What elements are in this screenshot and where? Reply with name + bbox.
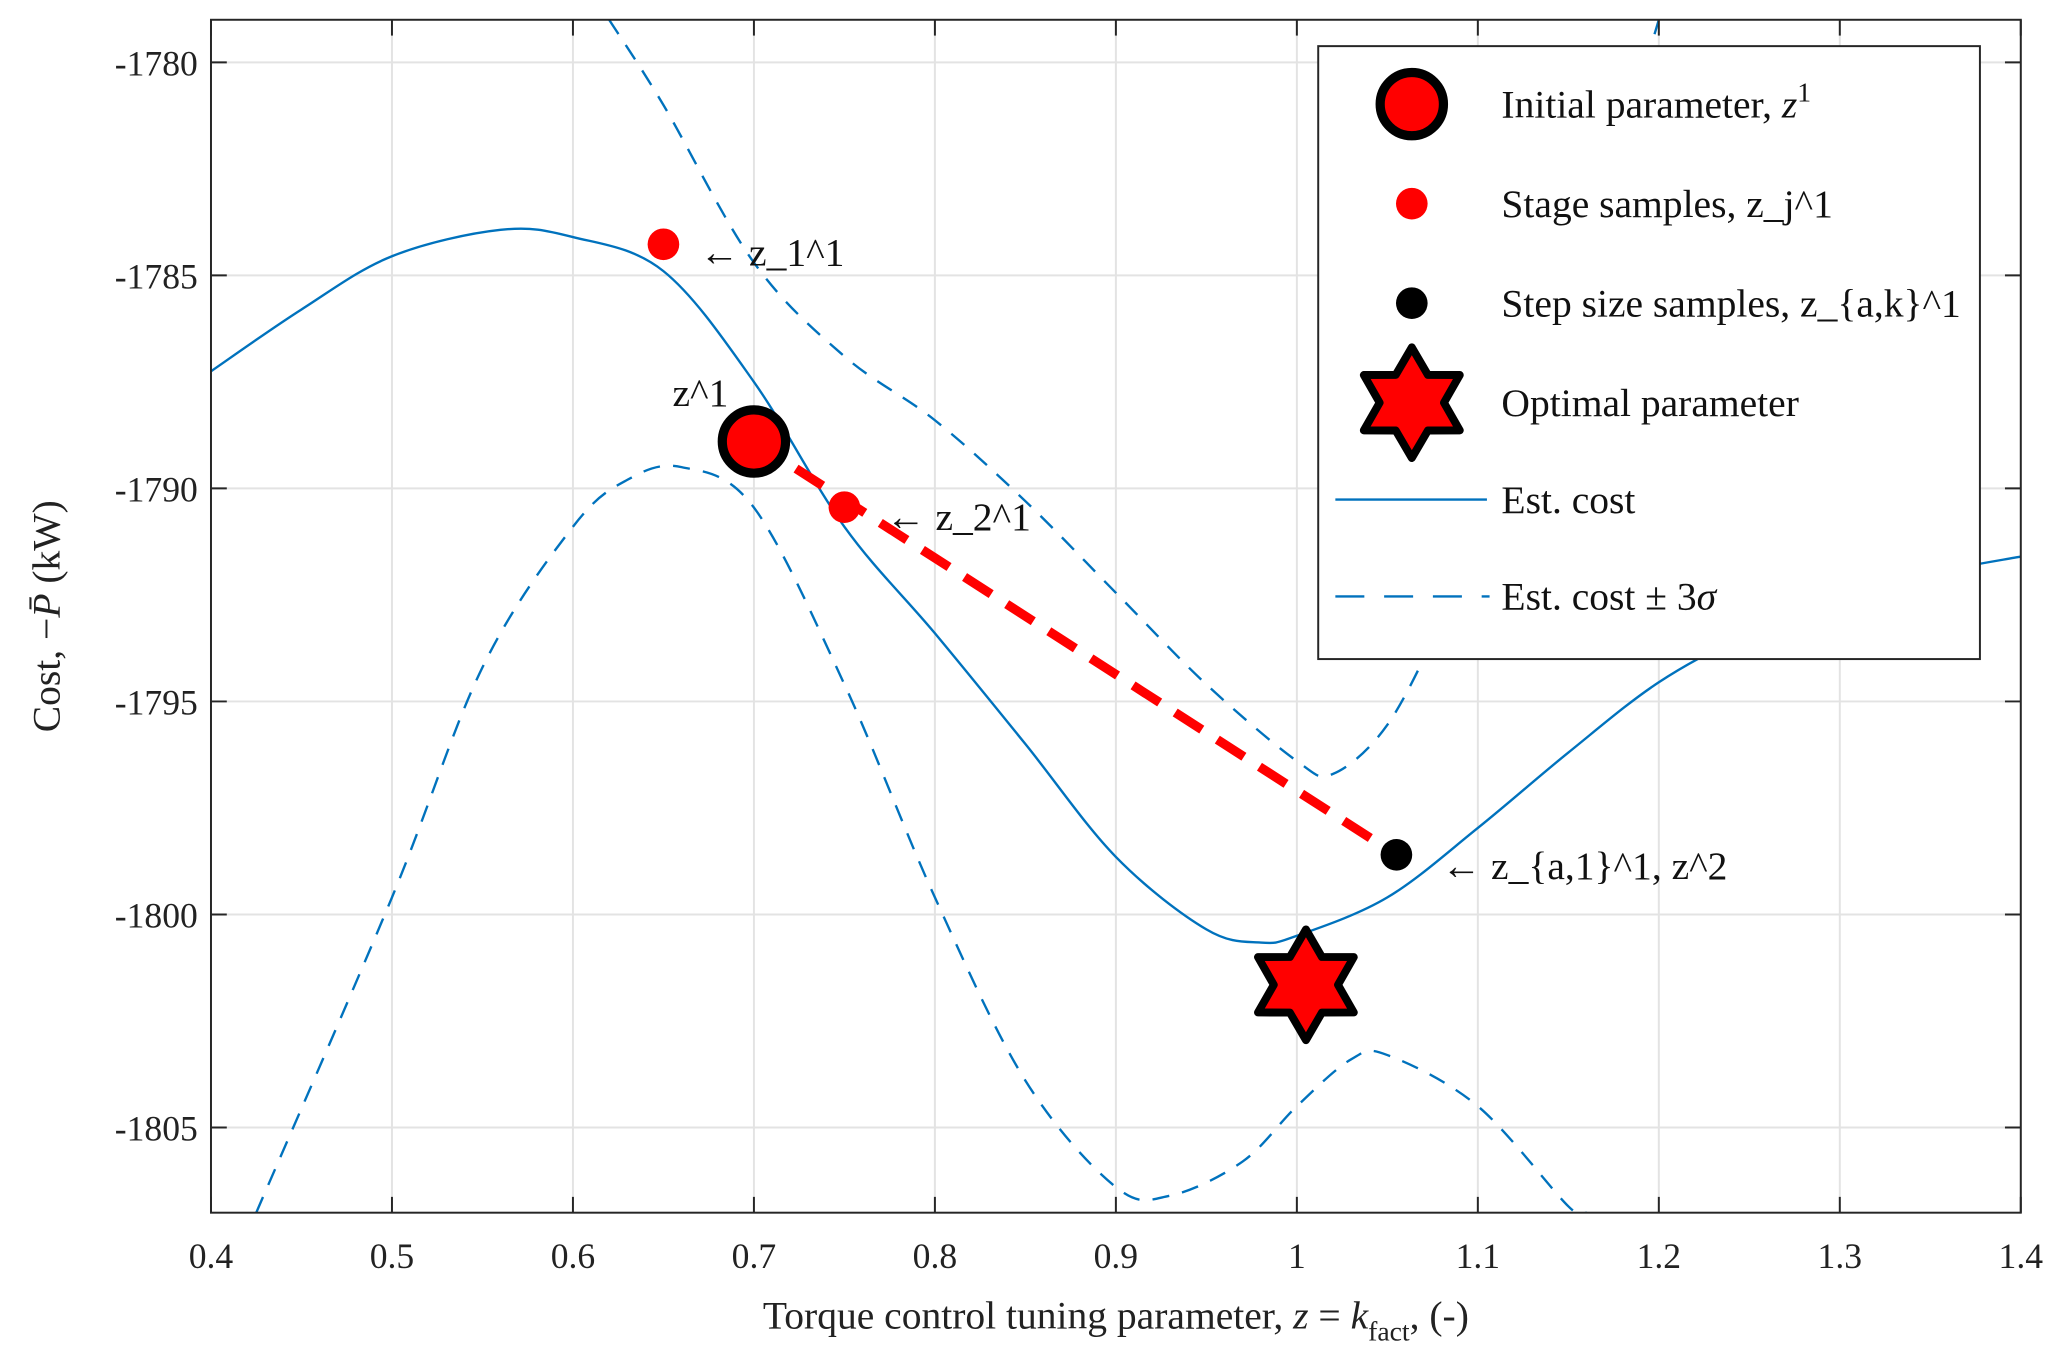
legend-icon-initial	[1375, 67, 1449, 141]
x-tick-label: 1.3	[1818, 1236, 1862, 1276]
x-tick-label: 1.4	[1999, 1236, 2044, 1276]
marker-step-sample	[1380, 838, 1413, 871]
marker-optimal-parameter	[1254, 925, 1358, 1045]
legend-item: Est. cost ± 3σ	[1335, 575, 1718, 619]
x-tick-label: 1	[1288, 1236, 1306, 1276]
text-part: Est. cost ± 3	[1501, 575, 1696, 619]
text-part: σ	[1697, 575, 1718, 619]
x-tick-label: 0.6	[551, 1236, 595, 1276]
text-part: P̄	[24, 594, 68, 619]
legend-label: Step size samples, z_{a,k}^1	[1501, 281, 1960, 325]
annotation-label: z^1	[672, 371, 728, 415]
legend-label: Est. cost	[1501, 478, 1635, 522]
text-part: , (-)	[1410, 1294, 1469, 1338]
series-group	[210, 19, 2021, 1213]
x-axis-label: Torque control tuning parameter, z = kfa…	[763, 1294, 1469, 1347]
legend-box	[1317, 45, 1981, 661]
text-part: Optimal parameter	[1501, 381, 1798, 425]
legend-icon-stage	[1395, 187, 1428, 220]
y-tick-label: -1795	[115, 683, 198, 723]
marker-stage-sample	[647, 228, 680, 261]
text-part: z	[1292, 1294, 1308, 1338]
legend: Initial parameter, z1 Stage samples, z_j^…	[1317, 45, 1981, 661]
series-est-cost-3sigma	[255, 464, 1587, 1213]
legend-label: Initial parameter, z1	[1501, 76, 1811, 126]
legend-label: Optimal parameter	[1501, 381, 1798, 425]
search-path-line	[751, 437, 1399, 859]
annotation-label: ← z_{a,1}^1, z^2	[1442, 844, 1728, 888]
text-part: (kW)	[24, 500, 68, 593]
y-tick-label: -1785	[115, 257, 198, 297]
legend-icon-optimal	[1359, 343, 1464, 463]
x-tick-label: 0.7	[732, 1236, 776, 1276]
superscript: 1	[1797, 76, 1811, 107]
legend-item: Est. cost	[1335, 478, 1635, 522]
x-tick-label: 0.4	[189, 1236, 234, 1276]
x-tick-label: 1.1	[1456, 1236, 1500, 1276]
text-part: Est. cost	[1501, 478, 1635, 522]
x-tick-label: 0.9	[1094, 1236, 1138, 1276]
annotation-label: ← z_2^1	[886, 495, 1031, 539]
x-tick-label: 1.2	[1637, 1236, 1681, 1276]
text-part: Cost, −	[24, 618, 68, 733]
marker-stage-sample	[828, 491, 861, 523]
series-est-cost	[210, 227, 2021, 945]
y-tick-label: -1790	[115, 470, 198, 510]
text-part: Initial parameter,	[1501, 82, 1781, 126]
marker-initial-parameter	[717, 405, 791, 478]
x-tick-label: 0.5	[370, 1236, 414, 1276]
text-part: =	[1309, 1294, 1351, 1338]
x-tick-label: 0.8	[913, 1236, 957, 1276]
legend-item: Stage samples, z_j^1	[1395, 182, 1833, 226]
text-part: k	[1351, 1294, 1370, 1338]
y-axis-label: Cost, −P̄ (kW)	[24, 500, 68, 732]
legend-label: Stage samples, z_j^1	[1501, 182, 1832, 226]
subscript: fact	[1368, 1316, 1410, 1347]
text-part: z	[1781, 82, 1797, 126]
text-part: Torque control tuning parameter,	[763, 1294, 1293, 1338]
legend-label: Est. cost ± 3σ	[1501, 575, 1717, 619]
y-tick-label: -1805	[115, 1109, 198, 1149]
legend-item: Optimal parameter	[1359, 343, 1799, 463]
legend-item: Step size samples, z_{a,k}^1	[1395, 281, 1961, 325]
legend-icon-step	[1395, 287, 1428, 319]
y-tick-label: -1800	[115, 896, 198, 936]
legend-item: Initial parameter, z1	[1375, 67, 1811, 141]
y-tick-label: -1780	[115, 44, 198, 84]
annotation-label: ← z_1^1	[700, 231, 845, 275]
